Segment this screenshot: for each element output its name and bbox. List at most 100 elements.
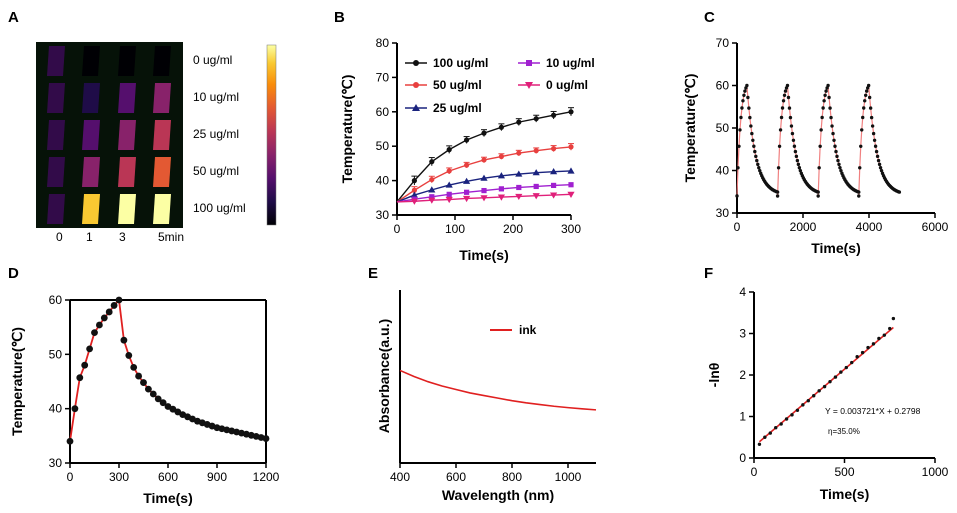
data-point — [568, 182, 574, 188]
data-point — [533, 183, 539, 190]
data-point — [788, 115, 793, 120]
y-axis-label: -lnθ — [706, 363, 722, 388]
data-point — [789, 124, 794, 128]
data-point — [96, 321, 103, 329]
time-column-label: 1 — [86, 230, 93, 244]
panel-d-heating-cooling-chart: D 0 300 600 900 1200 30 40 50 60 Time(s) Temperatur… — [8, 265, 280, 506]
data-point — [834, 149, 838, 154]
data-point — [826, 83, 830, 88]
data-point — [516, 184, 522, 191]
data-point — [784, 417, 789, 421]
data-point — [481, 187, 487, 194]
data-point — [497, 194, 505, 201]
data-point — [737, 144, 741, 148]
legend-label: 25 ug/ml — [433, 101, 482, 115]
data-point — [872, 138, 877, 142]
y-tick-label: 2 — [739, 368, 746, 382]
data-point — [745, 83, 749, 88]
legend-swatch-marker — [413, 60, 419, 66]
data-point — [797, 165, 802, 170]
data-point — [839, 168, 843, 173]
x-tick-label: 0 — [734, 220, 741, 234]
time-column-label: 0 — [56, 230, 63, 244]
data-point — [875, 154, 880, 159]
data-point — [568, 109, 574, 115]
data-point — [532, 193, 540, 200]
data-point — [91, 329, 98, 336]
panel-c-heating-cycles-chart: C 0 2000 4000 6000 30 40 50 60 70 Time(s) Temperatu… — [682, 9, 949, 256]
data-point — [855, 355, 859, 359]
data-point — [882, 333, 887, 337]
data-point — [463, 195, 471, 203]
x-axis-label: Time(s) — [459, 247, 509, 263]
data-point — [410, 198, 418, 205]
x-tick-label: 1000 — [922, 465, 949, 479]
data-point — [790, 413, 794, 417]
data-point — [115, 296, 123, 304]
data-point — [835, 154, 839, 159]
y-tick-label: 3 — [739, 327, 746, 341]
y-tick-label: 50 — [716, 121, 730, 135]
data-point — [827, 95, 831, 100]
thermal-tube-image — [153, 120, 171, 150]
y-tick-label: 60 — [716, 79, 730, 93]
data-point — [857, 194, 861, 198]
data-point — [820, 115, 824, 120]
data-point — [858, 166, 862, 170]
data-point — [741, 99, 745, 103]
data-point — [867, 95, 872, 100]
data-point — [464, 189, 470, 195]
data-point — [740, 106, 744, 110]
data-point — [756, 162, 760, 167]
panel-b-concentration-heating-chart: B 0 100 200 300 30 40 50 60 70 80 Time(s) Temperatur… — [334, 9, 595, 263]
data-point — [794, 154, 799, 159]
data-point — [828, 106, 832, 110]
y-axis-label: Temperature(℃) — [682, 74, 698, 183]
series-line — [69, 297, 267, 442]
y-tick-label: 40 — [49, 402, 63, 416]
data-point — [429, 176, 435, 183]
data-point — [778, 128, 783, 132]
data-point — [790, 131, 795, 136]
series-line — [396, 146, 572, 203]
data-point — [551, 112, 557, 118]
data-point — [751, 138, 755, 142]
data-point — [861, 115, 865, 120]
x-tick-label: 2000 — [790, 220, 817, 234]
legend-label: 50 ug/ml — [433, 78, 482, 92]
data-point — [806, 399, 810, 403]
data-point — [824, 89, 828, 93]
data-point — [464, 137, 470, 143]
data-point — [776, 166, 781, 170]
x-axis-label: Time(s) — [811, 240, 861, 256]
x-tick-label: 200 — [503, 222, 523, 236]
thermal-tube-image — [153, 157, 171, 187]
data-point — [446, 191, 452, 197]
data-point — [743, 89, 747, 93]
concentration-row-label: 50 ug/ml — [193, 164, 239, 178]
data-point — [429, 194, 435, 200]
y-tick-label: 40 — [716, 164, 730, 178]
data-point — [871, 131, 876, 136]
thermal-tube-image — [118, 157, 136, 187]
data-point — [445, 196, 453, 204]
data-point — [567, 167, 575, 174]
colorbar — [266, 44, 277, 226]
data-point — [828, 379, 832, 384]
time-column-label: 3 — [119, 230, 126, 244]
data-point — [463, 177, 471, 184]
data-point — [864, 93, 868, 97]
concentration-row-label: 0 ug/ml — [193, 53, 232, 67]
y-tick-label: 70 — [376, 70, 390, 84]
data-point — [755, 158, 759, 163]
x-tick-label: 900 — [207, 470, 227, 484]
data-point — [753, 149, 757, 154]
data-point — [768, 431, 772, 435]
data-point — [864, 89, 869, 93]
y-tick-label: 1 — [739, 410, 746, 424]
legend-swatch-marker — [412, 104, 420, 111]
data-point — [125, 352, 133, 359]
x-tick-label: 600 — [158, 470, 178, 484]
data-point — [877, 336, 881, 341]
x-tick-label: 300 — [109, 470, 129, 484]
